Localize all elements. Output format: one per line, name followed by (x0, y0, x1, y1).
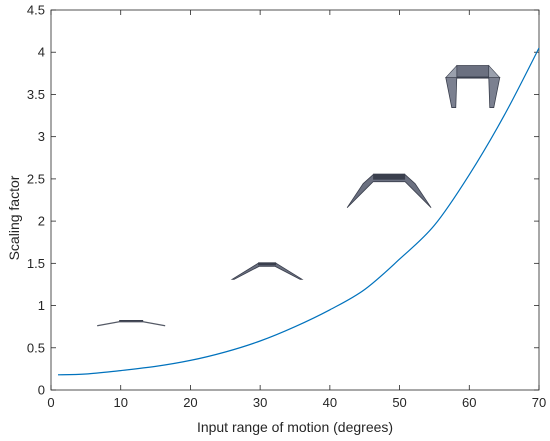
y-tick-label: 1.5 (27, 256, 45, 271)
x-tick-label: 10 (113, 395, 127, 410)
x-tick-label: 0 (47, 395, 54, 410)
x-tick-label: 30 (253, 395, 267, 410)
y-tick-label: 0 (38, 383, 45, 398)
y-axis-ticks: 0 0.5 1 1.5 2 2.5 3 3.5 4 4.5 (27, 3, 539, 398)
y-axis-label: Scaling factor (6, 175, 22, 260)
scaling-factor-curve (57, 47, 540, 376)
y-tick-label: 0.5 (27, 340, 45, 355)
mechanism-illustration-2 (230, 262, 304, 280)
y-tick-label: 4.5 (27, 3, 45, 18)
mechanism-illustration-4 (445, 64, 501, 108)
x-tick-label: 40 (323, 395, 337, 410)
y-tick-label: 2.5 (27, 171, 45, 186)
x-tick-label: 70 (532, 395, 546, 410)
x-axis-label: Input range of motion (degrees) (197, 419, 393, 435)
mechanism-illustration-3 (346, 173, 432, 208)
x-tick-label: 60 (462, 395, 476, 410)
mechanism-illustration-1 (97, 320, 166, 327)
x-tick-label: 20 (183, 395, 197, 410)
y-tick-label: 1 (38, 298, 45, 313)
y-tick-label: 4 (38, 45, 45, 60)
y-tick-label: 2 (38, 214, 45, 229)
y-tick-label: 3.5 (27, 87, 45, 102)
x-axis-ticks: 0 10 20 30 40 50 60 70 (47, 10, 546, 410)
x-tick-label: 50 (392, 395, 406, 410)
y-tick-label: 3 (38, 129, 45, 144)
mechanism-illustrations (97, 64, 501, 327)
